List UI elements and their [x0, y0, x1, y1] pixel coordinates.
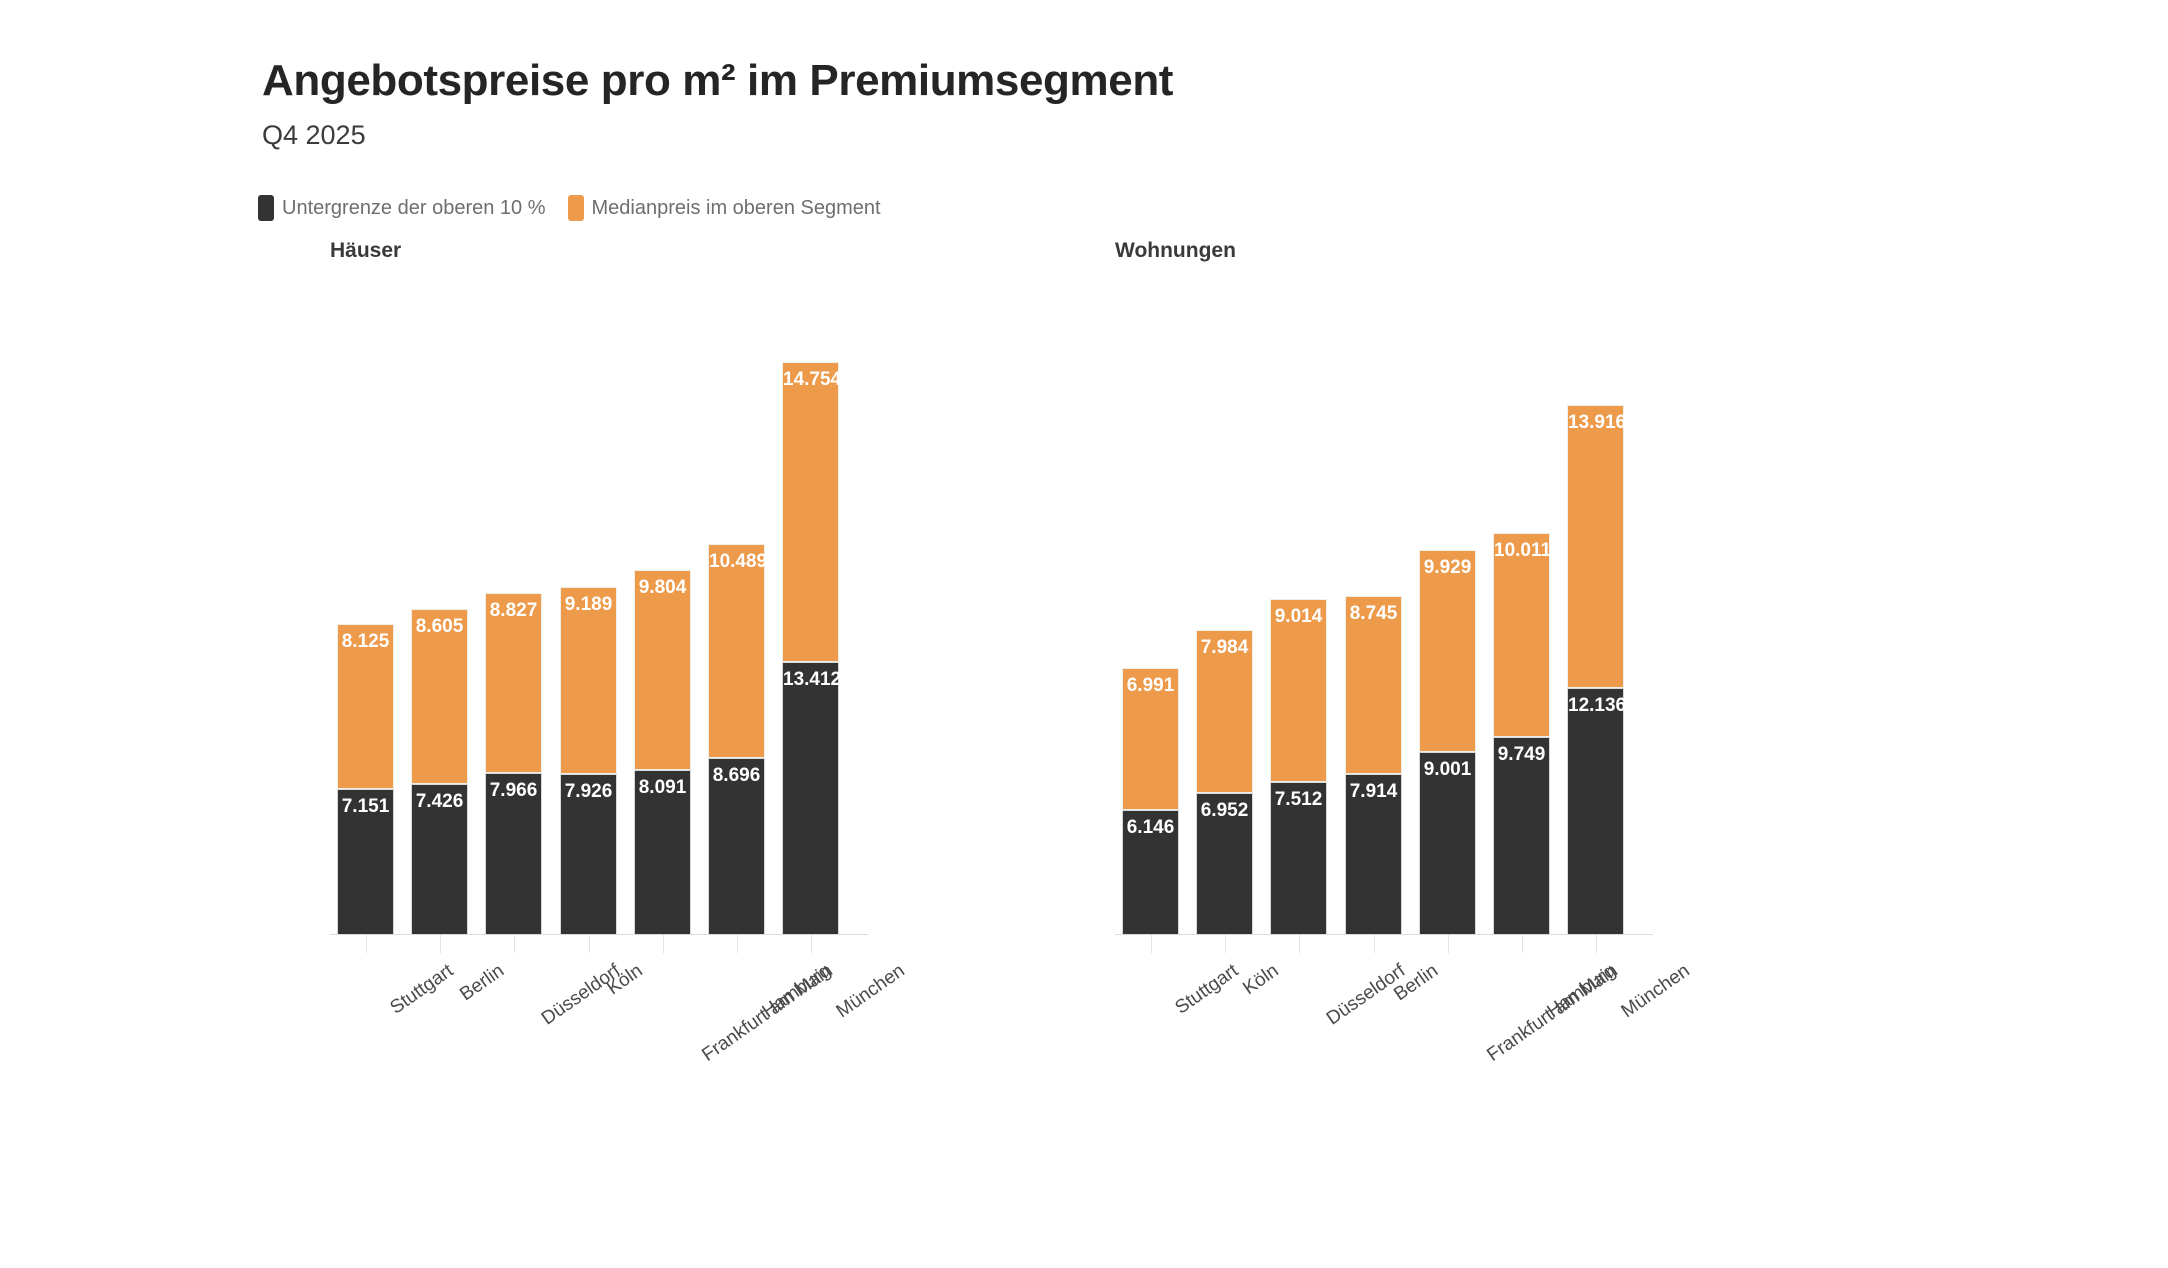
page-title: Angebotspreise pro m² im Premiumsegment [262, 56, 1174, 105]
bar-value-label: 8.125 [341, 631, 390, 652]
bar-segment-median[interactable]: 8.745 [1345, 596, 1402, 774]
x-axis-tick [736, 935, 738, 953]
bar-segment-median[interactable]: 9.804 [634, 570, 691, 770]
bar-value-label: 9.189 [564, 594, 613, 615]
bar-segment-lower-bound[interactable]: 7.914 [1345, 774, 1402, 935]
bar-value-label: 7.926 [564, 781, 613, 802]
bar-segment-lower-bound[interactable]: 7.926 [560, 774, 617, 935]
plot-area-wohnungen: 6.146 6.991 Stuttgart 6.952 7.984 Köln 7.512 9.… [1115, 280, 1693, 1066]
x-axis-tick [662, 935, 664, 953]
x-axis-tick [439, 935, 441, 953]
bar-value-label: 14.754 [783, 369, 842, 390]
bar-value-label: 9.749 [1497, 744, 1546, 765]
x-axis-tick [365, 935, 367, 953]
x-axis-tick [810, 935, 812, 953]
panel-title-wohnungen: Wohnungen [1115, 239, 1236, 262]
bar-value-label: 6.952 [1200, 800, 1249, 821]
bar-segment-lower-bound[interactable]: 8.091 [634, 770, 691, 935]
bar-value-label: 7.512 [1274, 789, 1323, 810]
x-axis-label: Hamburg [758, 960, 835, 1023]
bar-segment-median[interactable]: 10.489 [708, 544, 768, 758]
legend-label-median: Medianpreis im oberen Segment [591, 197, 881, 219]
bar-value-label: 9.804 [638, 577, 687, 598]
bar-value-label: 13.916 [1568, 412, 1627, 433]
bar-value-label: 8.605 [415, 616, 464, 637]
chart-panel-wohnungen: Wohnungen 6.146 6.991 Stuttgart 6.952 7.984 K… [1115, 239, 1693, 1066]
bar-value-label: 7.151 [341, 796, 390, 817]
x-axis-tick [1298, 935, 1300, 953]
x-axis-label: Hamburg [1543, 960, 1620, 1023]
x-axis-label: Stuttgart [1170, 960, 1242, 1019]
bar-segment-lower-bound[interactable]: 7.512 [1270, 782, 1327, 935]
panel-title-haeuser: Häuser [330, 239, 402, 262]
bar-segment-lower-bound[interactable]: 9.001 [1419, 752, 1476, 935]
bar-value-label: 7.426 [415, 791, 464, 812]
bar-value-label: 8.827 [489, 600, 538, 621]
legend-swatch-dark-icon [258, 195, 274, 221]
x-axis-tick [513, 935, 515, 953]
x-axis-label: Düsseldorf [537, 960, 624, 1030]
bar-value-label: 7.914 [1349, 781, 1398, 802]
bar-value-label: 8.696 [712, 765, 761, 786]
bar-segment-lower-bound[interactable]: 9.749 [1493, 737, 1550, 935]
bar-segment-lower-bound[interactable]: 7.151 [337, 789, 394, 935]
bar-value-label: 9.014 [1274, 606, 1323, 627]
bar-value-label: 13.412 [783, 669, 842, 690]
bar-segment-median[interactable]: 9.189 [560, 587, 617, 774]
bar-segment-median[interactable]: 8.605 [411, 609, 468, 784]
x-axis-label: München [1617, 960, 1694, 1023]
x-axis-tick [1595, 935, 1597, 953]
bar-value-label: 6.146 [1126, 817, 1175, 838]
bar-value-label: 9.001 [1423, 759, 1472, 780]
bar-segment-median[interactable]: 6.991 [1122, 668, 1179, 810]
x-axis-tick [1447, 935, 1449, 953]
x-axis-tick [588, 935, 590, 953]
bar-segment-lower-bound[interactable]: 8.696 [708, 758, 765, 935]
bar-segment-lower-bound[interactable]: 6.146 [1122, 810, 1179, 935]
bar-segment-median[interactable]: 10.011 [1493, 533, 1552, 737]
bar-value-label: 7.966 [489, 780, 538, 801]
bar-value-label: 9.929 [1423, 557, 1472, 578]
bar-segment-lower-bound[interactable]: 13.412 [782, 662, 842, 935]
x-axis-label: München [832, 960, 909, 1023]
x-axis-tick [1150, 935, 1152, 953]
bar-segment-lower-bound[interactable]: 12.136 [1567, 688, 1627, 935]
chart-legend: Untergrenze der oberen 10 % Medianpreis … [258, 195, 881, 221]
bar-segment-lower-bound[interactable]: 7.426 [411, 784, 468, 935]
bar-segment-median[interactable]: 9.014 [1270, 599, 1327, 782]
x-axis-label: Berlin [455, 960, 508, 1006]
bar-segment-median[interactable]: 14.754 [782, 362, 842, 662]
legend-label-lower-bound: Untergrenze der oberen 10 % [282, 197, 546, 219]
bar-value-label: 12.136 [1568, 695, 1627, 716]
chart-subtitle: Q4 2025 [262, 120, 366, 151]
x-axis-tick [1224, 935, 1226, 953]
x-axis-tick [1521, 935, 1523, 953]
x-axis-tick [1373, 935, 1375, 953]
bar-segment-median[interactable]: 13.916 [1567, 405, 1627, 688]
bar-value-label: 8.745 [1349, 603, 1398, 624]
legend-swatch-orange-icon [567, 195, 584, 221]
bar-segment-median[interactable]: 9.929 [1419, 550, 1476, 752]
bar-value-label: 6.991 [1126, 675, 1175, 696]
bar-value-label: 8.091 [638, 777, 687, 798]
x-axis-label: Köln [1238, 960, 1283, 1000]
x-axis-label: Stuttgart [385, 960, 457, 1019]
bar-value-label: 10.011 [1494, 540, 1552, 561]
legend-item-lower-bound[interactable]: Untergrenze der oberen 10 % [258, 195, 546, 221]
bar-value-label: 7.984 [1200, 637, 1249, 658]
bar-segment-lower-bound[interactable]: 7.966 [485, 773, 542, 935]
bar-segment-median[interactable]: 8.125 [337, 624, 394, 789]
legend-item-median[interactable]: Medianpreis im oberen Segment [567, 195, 881, 221]
chart-panel-haeuser: Häuser 7.151 8.125 Stuttgart 7.426 8.605 Berl… [330, 239, 908, 1066]
bar-segment-lower-bound[interactable]: 6.952 [1196, 793, 1253, 935]
bar-value-label: 10.489 [709, 551, 768, 572]
chart-header: Angebotspreise pro m² im Premiumsegment … [262, 56, 2062, 151]
bar-segment-median[interactable]: 7.984 [1196, 630, 1253, 793]
bar-segment-median[interactable]: 8.827 [485, 593, 542, 773]
plot-area-haeuser: 7.151 8.125 Stuttgart 7.426 8.605 Berlin 7.966… [330, 280, 908, 1066]
